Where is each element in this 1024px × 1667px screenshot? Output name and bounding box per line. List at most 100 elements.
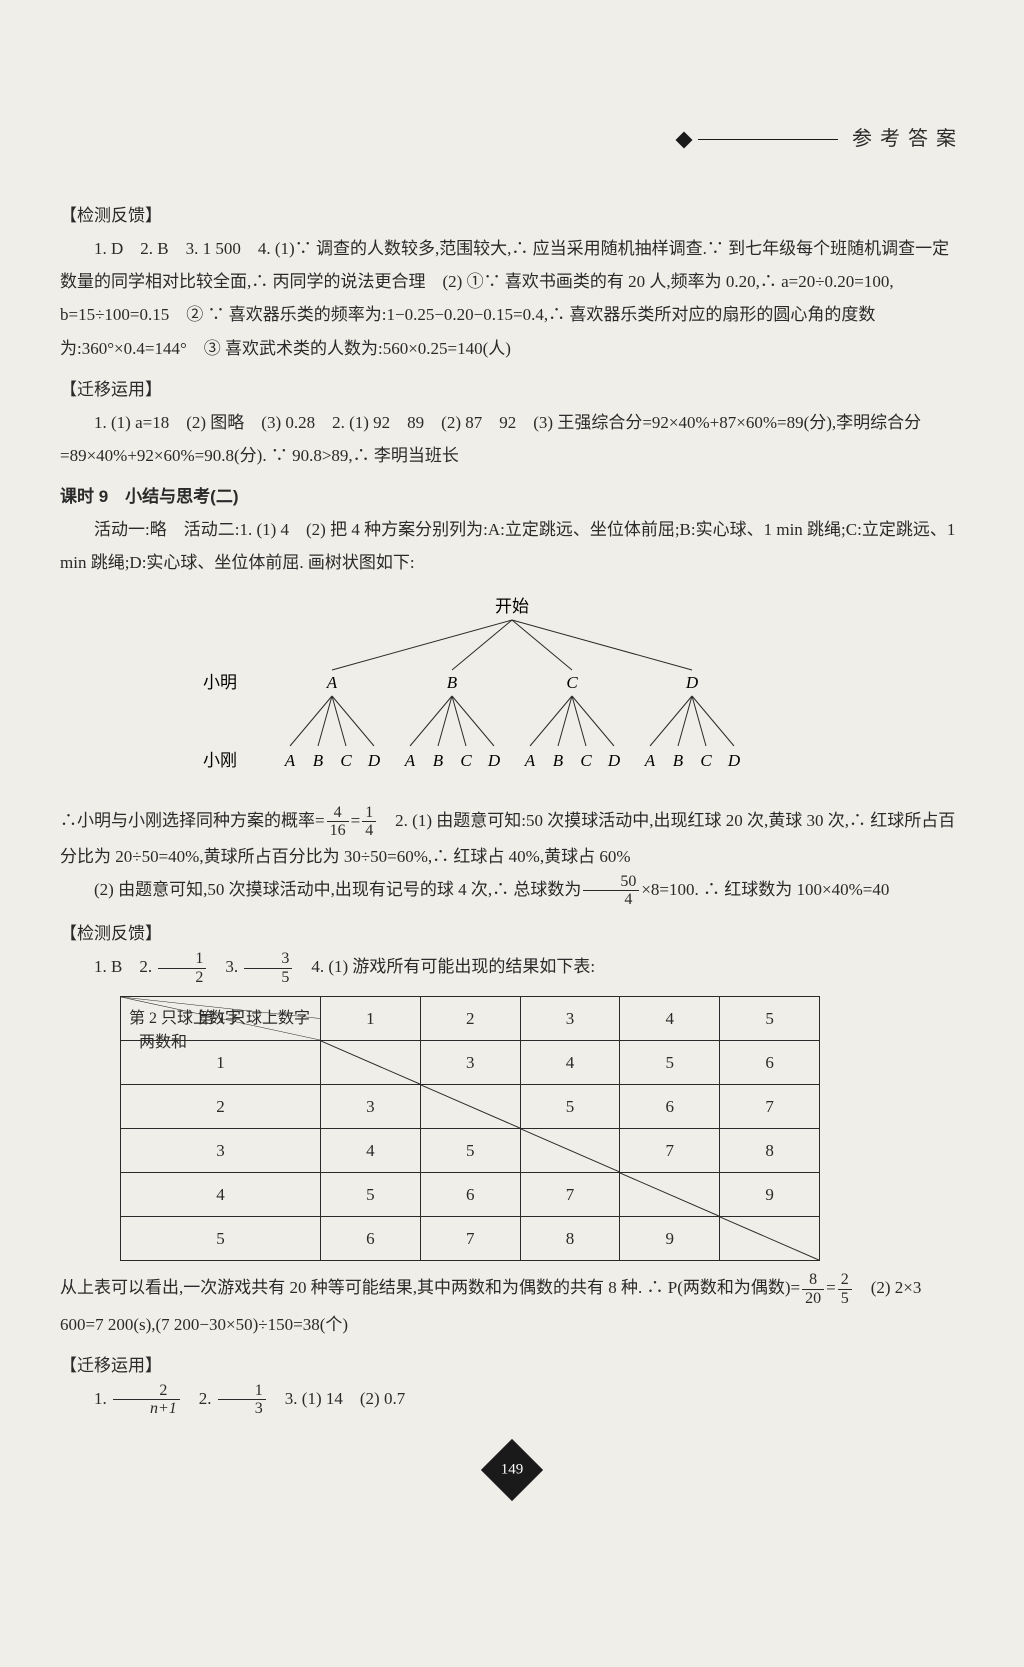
table-header-cell: 3 <box>520 997 620 1041</box>
body-text: 1. (1) a=18 (2) 图略 (3) 0.28 2. (1) 92 89… <box>60 406 964 472</box>
fraction: 416 <box>327 804 349 840</box>
tree-svg: 开始 小明 A B C D 小刚 A B C <box>152 594 872 794</box>
table-row: 1 3 4 5 6 <box>121 1041 820 1085</box>
table-cell: 9 <box>620 1217 720 1261</box>
text-fragment: 2. <box>182 1389 216 1408</box>
page-number: 149 <box>501 1455 524 1484</box>
table-row: 4 5 6 7 9 <box>121 1173 820 1217</box>
table-cell: 5 <box>420 1129 520 1173</box>
table-row-label: 5 <box>121 1217 321 1261</box>
header-rule <box>698 139 838 140</box>
tree-leaf: C <box>580 751 592 770</box>
body-text: 从上表可以看出,一次游戏共有 20 种等可能结果,其中两数和为偶数的共有 8 种… <box>60 1271 964 1340</box>
table-cell: 6 <box>620 1085 720 1129</box>
table-corner-cell: 第 1 只球上数字 两数和 第 2 只球上数字 <box>121 997 321 1041</box>
body-text: (2) 由题意可知,50 次摸球活动中,出现有记号的球 4 次,∴ 总球数为50… <box>60 873 964 909</box>
body-text: 活动一:略 活动二:1. (1) 4 (2) 把 4 种方案分别列为:A:立定跳… <box>60 513 964 579</box>
text-fragment: = <box>351 811 361 830</box>
text-fragment: 1. B 2. <box>94 957 156 976</box>
header-diamond-icon <box>676 131 693 148</box>
table-cell: 6 <box>720 1041 820 1085</box>
fraction: 820 <box>802 1271 824 1307</box>
section-heading: 【迁移运用】 <box>60 1349 964 1382</box>
tree-leaf: A <box>284 751 296 770</box>
table-cell <box>620 1173 720 1217</box>
tree-node: B <box>447 673 458 692</box>
tree-branch-group <box>290 696 734 746</box>
text-fragment: ×8=100. ∴ 红球数为 100×40%=40 <box>641 880 889 899</box>
table-header-cell: 1 <box>321 997 421 1041</box>
tree-leaf: B <box>433 751 444 770</box>
table-row-label: 2 <box>121 1085 321 1129</box>
tree-diagram: 开始 小明 A B C D 小刚 A B C <box>60 594 964 794</box>
tree-label-left-2: 小刚 <box>203 751 237 770</box>
tree-leaf: B <box>553 751 564 770</box>
table-cell <box>520 1129 620 1173</box>
tree-leaf: D <box>727 751 741 770</box>
tree-root: 开始 <box>495 597 529 616</box>
table-row: 第 1 只球上数字 两数和 第 2 只球上数字 1 2 3 4 5 <box>121 997 820 1041</box>
table-cell: 5 <box>520 1085 620 1129</box>
body-text: ∴小明与小刚选择同种方案的概率=416=14 2. (1) 由题意可知:50 次… <box>60 804 964 873</box>
table-row-label: 1 <box>121 1041 321 1085</box>
tree-leaf: A <box>524 751 536 770</box>
table-cell: 7 <box>620 1129 720 1173</box>
text-fragment: = <box>826 1278 836 1297</box>
tree-label-left-1: 小明 <box>203 673 237 692</box>
table-header-cell: 4 <box>620 997 720 1041</box>
body-text: 1. D 2. B 3. 1 500 4. (1)∵ 调查的人数较多,范围较大,… <box>60 232 964 365</box>
table-cell: 7 <box>420 1217 520 1261</box>
table-cell: 6 <box>420 1173 520 1217</box>
table-row: 5 6 7 8 9 <box>121 1217 820 1261</box>
header-title: 参考答案 <box>852 120 964 159</box>
table-cell: 7 <box>720 1085 820 1129</box>
fraction: 12 <box>158 950 206 986</box>
text-fragment: 1. <box>94 1389 111 1408</box>
results-table: 第 1 只球上数字 两数和 第 2 只球上数字 1 2 3 4 5 1 3 4 … <box>120 996 820 1261</box>
table-cell: 3 <box>321 1085 421 1129</box>
text-fragment: (2) 由题意可知,50 次摸球活动中,出现有记号的球 4 次,∴ 总球数为 <box>94 880 581 899</box>
fraction: 14 <box>362 804 376 840</box>
table-cell: 8 <box>520 1217 620 1261</box>
table-cell: 8 <box>720 1129 820 1173</box>
tree-leaf: A <box>404 751 416 770</box>
table-header-bot: 第 2 只球上数字 <box>129 1003 241 1034</box>
table-cell: 3 <box>420 1041 520 1085</box>
table-cell: 5 <box>620 1041 720 1085</box>
table-cell: 4 <box>520 1041 620 1085</box>
page-number-diamond-icon: 149 <box>481 1439 543 1501</box>
table-cell: 9 <box>720 1173 820 1217</box>
table-cell: 5 <box>321 1173 421 1217</box>
table-cell <box>420 1085 520 1129</box>
table-cell: 6 <box>321 1217 421 1261</box>
tree-leaf: C <box>700 751 712 770</box>
table-cell <box>720 1217 820 1261</box>
fraction: 504 <box>583 873 639 909</box>
table-cell: 7 <box>520 1173 620 1217</box>
text-fragment: ∴小明与小刚选择同种方案的概率= <box>60 811 325 830</box>
tree-leaf: C <box>340 751 352 770</box>
text-fragment: 3. (1) 14 (2) 0.7 <box>268 1389 405 1408</box>
lesson-heading: 课时 9 小结与思考(二) <box>60 480 964 513</box>
fraction: 2n+1 <box>113 1382 180 1418</box>
page-header: 参考答案 <box>60 120 964 159</box>
table-row: 2 3 5 6 7 <box>121 1085 820 1129</box>
table-header-cell: 5 <box>720 997 820 1041</box>
table-row-label: 3 <box>121 1129 321 1173</box>
section-heading: 【迁移运用】 <box>60 373 964 406</box>
tree-leaf: D <box>487 751 501 770</box>
fraction: 35 <box>244 950 292 986</box>
fraction: 13 <box>218 1382 266 1418</box>
text-fragment: 3. <box>208 957 242 976</box>
section-heading: 【检测反馈】 <box>60 199 964 232</box>
body-text: 1. 2n+1 2. 13 3. (1) 14 (2) 0.7 <box>60 1382 964 1418</box>
tree-leaf: D <box>367 751 381 770</box>
section-heading: 【检测反馈】 <box>60 917 964 950</box>
text-fragment: 从上表可以看出,一次游戏共有 20 种等可能结果,其中两数和为偶数的共有 8 种… <box>60 1278 800 1297</box>
table-cell <box>321 1041 421 1085</box>
tree-node: C <box>566 673 578 692</box>
tree-leaf: C <box>460 751 472 770</box>
tree-leaf: B <box>673 751 684 770</box>
body-text: 1. B 2. 12 3. 35 4. (1) 游戏所有可能出现的结果如下表: <box>60 950 964 986</box>
table-row: 3 4 5 7 8 <box>121 1129 820 1173</box>
